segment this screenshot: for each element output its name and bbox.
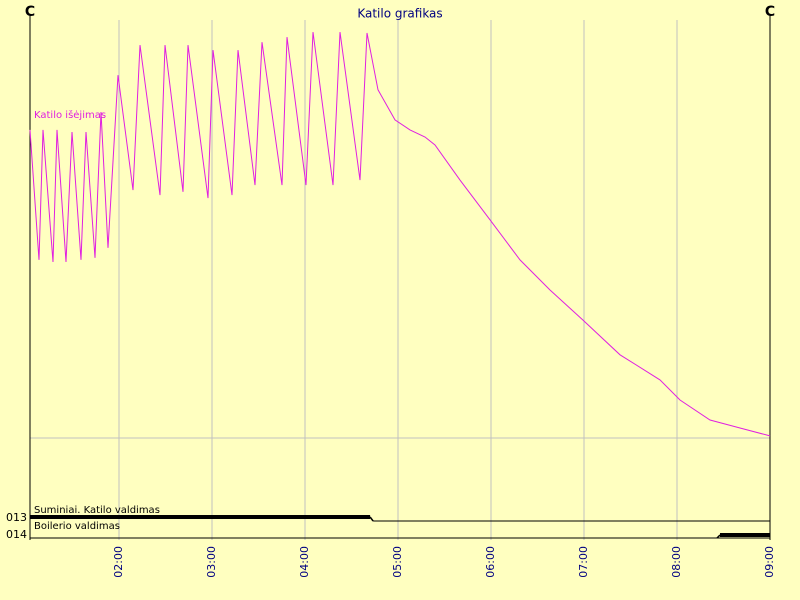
track-code: 014 [6, 528, 27, 541]
x-tick-label: 06:00 [484, 546, 497, 578]
x-tick-label: 09:00 [763, 546, 776, 578]
data-line [29, 32, 771, 437]
chart-title: Katilo grafikas [357, 7, 442, 21]
x-tick-label: 04:00 [298, 546, 311, 578]
track-edge [716, 534, 721, 539]
track-name: Boilerio valdimas [34, 521, 120, 532]
track-name: Suminiai. Katilo valdimas [34, 505, 160, 516]
legend-label: Katilo išėjimas [34, 109, 106, 121]
track-code: 013 [6, 511, 27, 524]
x-tick-label: 03:00 [205, 546, 218, 578]
x-tick-label: 07:00 [577, 546, 590, 578]
track-edge [369, 516, 374, 522]
y-unit-left: C [25, 4, 35, 20]
x-tick-label: 05:00 [391, 546, 404, 578]
x-tick-label: 02:00 [112, 546, 125, 578]
x-tick-label: 08:00 [670, 546, 683, 578]
y-unit-right: C [765, 4, 775, 20]
